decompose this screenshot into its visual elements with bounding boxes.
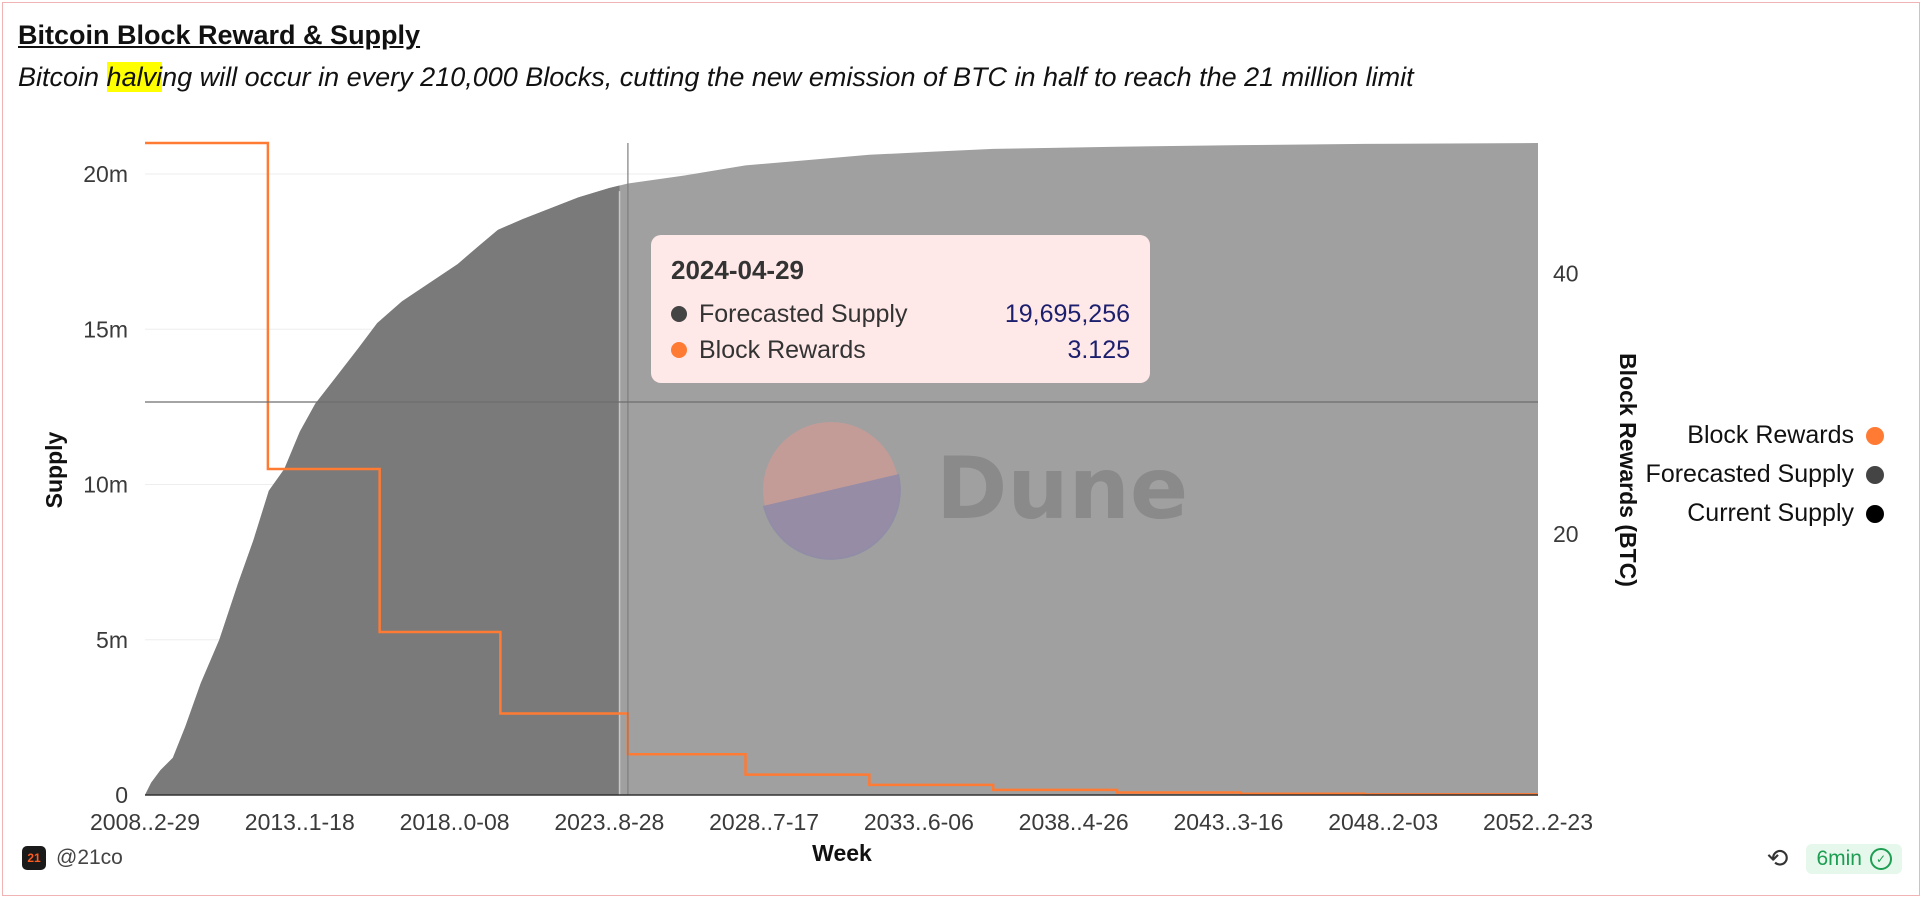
block-rewards-line bbox=[145, 141, 1538, 796]
tooltip-label-rewards: Block Rewards bbox=[699, 335, 866, 364]
x-tick-label: 2052..2-23 bbox=[1483, 809, 1593, 835]
subtitle-highlight: halvi bbox=[106, 62, 163, 92]
tooltip-dot-supply bbox=[671, 306, 687, 322]
x-tick-label: 2008..2-29 bbox=[90, 809, 200, 835]
y-axis-label: Supply bbox=[41, 431, 67, 508]
x-tick-label: 2013..1-18 bbox=[245, 809, 355, 835]
legend-label: Block Rewards bbox=[1687, 421, 1854, 449]
author-link[interactable]: 21 @21co bbox=[22, 846, 123, 870]
refresh-age-badge: 6min ✓ bbox=[1806, 843, 1902, 874]
x-tick-label: 2028..7-17 bbox=[709, 809, 819, 835]
x-tick-label: 2048..2-03 bbox=[1328, 809, 1438, 835]
legend-label: Current Supply bbox=[1687, 499, 1854, 527]
y2-tick-label: 40 bbox=[1553, 260, 1579, 286]
legend-label: Forecasted Supply bbox=[1645, 460, 1854, 488]
legend-item-block-rewards[interactable]: Block Rewards bbox=[1646, 416, 1884, 455]
x-axis-label: Week bbox=[812, 840, 872, 866]
x-tick-label: 2043..3-16 bbox=[1173, 809, 1283, 835]
y2-axis-label: Block Rewards (BTC) bbox=[1615, 353, 1641, 587]
chart-marks bbox=[145, 141, 1538, 796]
tooltip-value-rewards: 3.125 bbox=[1067, 335, 1130, 364]
refresh-icon[interactable]: ⟲ bbox=[1766, 843, 1789, 873]
chart-title[interactable]: Bitcoin Block Reward & Supply bbox=[18, 20, 421, 50]
y-tick-label: 15m bbox=[83, 316, 128, 342]
tooltip-value-supply: 19,695,256 bbox=[1004, 299, 1130, 328]
chart-subtitle: Bitcoin halving will occur in every 210,… bbox=[18, 62, 1414, 93]
tooltip-label-supply: Forecasted Supply bbox=[699, 299, 908, 328]
y2-tick-label: 20 bbox=[1553, 521, 1579, 547]
x-tick-label: 2018..0-08 bbox=[400, 809, 510, 835]
x-tick-label: 2038..4-26 bbox=[1019, 809, 1129, 835]
tooltip-date: 2024-04-29 bbox=[671, 255, 804, 285]
refresh-age-text: 6min bbox=[1816, 846, 1862, 870]
legend-swatch bbox=[1866, 465, 1884, 484]
legend-swatch bbox=[1866, 426, 1884, 445]
legend-item-current-supply[interactable]: Current Supply bbox=[1646, 494, 1884, 533]
axes: 0 5m 10m 15m 20m 20 40 2008..2-29 2013..1-18 2018… bbox=[83, 161, 1593, 835]
subtitle-start: Bitcoin bbox=[18, 62, 107, 92]
y-tick-label: 5m bbox=[96, 627, 128, 653]
legend-swatch bbox=[1866, 504, 1884, 523]
query-status: ⟲ 6min ✓ bbox=[1767, 843, 1902, 874]
x-tick-label: 2023..8-28 bbox=[554, 809, 664, 835]
watermark-logo-slice bbox=[763, 474, 901, 560]
author-avatar: 21 bbox=[22, 846, 46, 870]
tooltip-row-supply: Forecasted Supply 19,695,256 bbox=[671, 296, 1130, 332]
y-tick-label: 20m bbox=[83, 161, 128, 187]
tooltip-dot-rewards bbox=[671, 342, 687, 358]
y-tick-label: 0 bbox=[115, 782, 128, 808]
chart-legend: Block Rewards Forecasted Supply Current … bbox=[1646, 416, 1884, 533]
subtitle-end: ng will occur in every 210,000 Blocks, c… bbox=[162, 62, 1414, 92]
tooltip-row-rewards: Block Rewards 3.125 bbox=[671, 332, 1130, 368]
legend-item-forecasted-supply[interactable]: Forecasted Supply bbox=[1646, 455, 1884, 494]
hover-tooltip: 2024-04-29 Forecasted Supply 19,695,256 … bbox=[651, 235, 1150, 383]
author-handle: @21co bbox=[56, 846, 123, 869]
watermark-text: Dune bbox=[936, 439, 1188, 539]
check-icon: ✓ bbox=[1870, 847, 1892, 870]
x-tick-label: 2033..6-06 bbox=[864, 809, 974, 835]
dune-watermark: Dune bbox=[763, 422, 1188, 560]
y-tick-label: 10m bbox=[83, 472, 128, 498]
